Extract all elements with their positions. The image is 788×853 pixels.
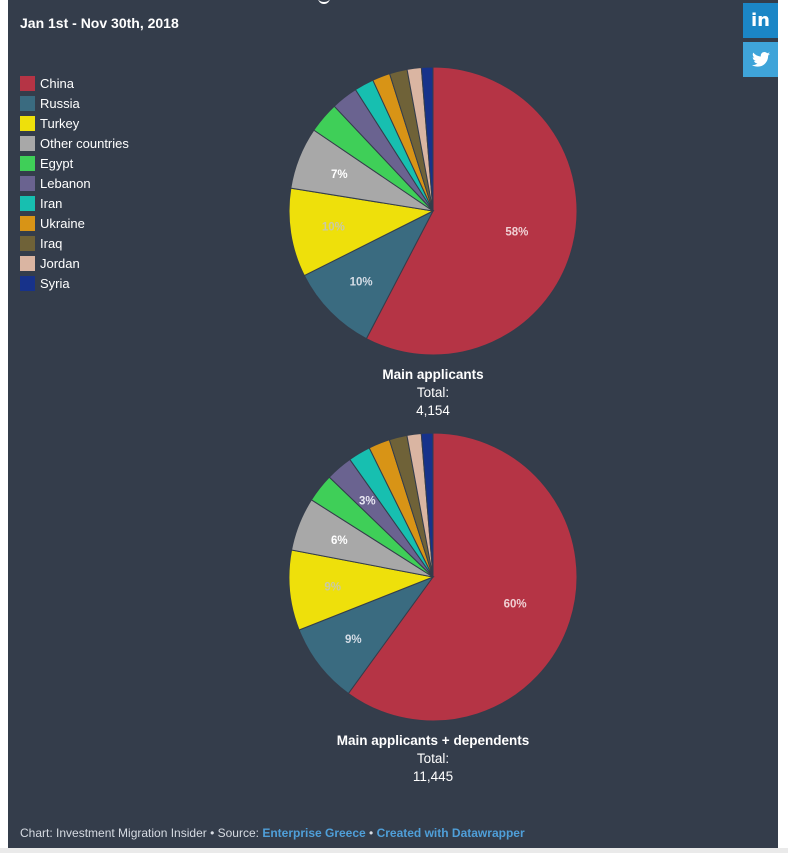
legend-label: Syria [40,275,70,291]
legend-item-syria: Syria [20,273,129,293]
pie-charts: 58% 10% 10% 7% 60% 9% 9% 6% 3% [288,66,578,722]
legend-item-jordan: Jordan [20,253,129,273]
legend-label: Ukraine [40,215,85,231]
linkedin-top-strip [743,0,778,3]
twitter-icon [751,52,770,67]
legend-swatch [20,235,35,251]
legend-item-ukraine: Ukraine [20,213,129,233]
legend-item-egypt: Egypt [20,153,129,173]
legend-item-iraq: Iraq [20,233,129,253]
slice-label-turkey: 10% [322,221,345,233]
slice-label-other-countries: 7% [331,169,348,181]
legend-label: Iran [40,195,63,211]
chart-panel: Jan 1st - Nov 30th, 2018 China Russia Turk… [8,0,778,848]
legend-label: Russia [40,95,80,111]
datawrapper-link[interactable]: Created with Datawrapper [376,826,525,840]
legend-swatch [20,115,35,131]
pie-chart-1: 58% 10% 10% 7% [288,66,578,356]
legend-label: Egypt [40,155,74,171]
legend-swatch [20,255,35,271]
slice-label-china: 58% [505,227,528,239]
legend-swatch [20,175,35,191]
chart-2-title: Main applicants + dependents [336,733,530,748]
slice-turkey[interactable] [288,549,435,631]
legend-label: Other countries [40,135,129,151]
legend-swatch [20,95,35,111]
slice-turkey[interactable] [288,187,435,277]
legend-label: Turkey [40,115,80,131]
slice-china[interactable] [365,66,578,356]
legend-label: Jordan [40,255,80,271]
slice-syria[interactable] [420,66,434,212]
legend-swatch [20,195,35,211]
pie-chart-2: 60% 9% 9% 6% 3% [288,432,578,722]
footer-prefix: Chart: Investment Migration Insider • So… [20,826,263,840]
slice-label-russia: 9% [345,634,362,646]
footer: Chart: Investment Migration Insider • So… [20,826,525,840]
slice-russia[interactable] [298,575,435,695]
slice-label-lebanon: 3% [359,496,376,508]
chart-2-caption: Main applicants + dependents Total: 11,4… [337,732,529,786]
legend-swatch [20,75,35,91]
chart-2-total-label: Total: [416,751,450,766]
slice-label-other-countries: 6% [331,535,348,547]
linkedin-share-button[interactable]: in [743,0,778,38]
slice-label-turkey: 9% [324,581,341,593]
legend-label: China [40,75,74,91]
chart-1-total-value: 4,154 [416,403,450,418]
legend-swatch [20,215,35,231]
chart-1-caption: Main applicants Total: 4,154 [382,366,483,420]
twitter-share-button[interactable] [743,42,778,77]
slice-russia[interactable] [303,209,435,340]
slice-label-russia: 10% [350,277,373,289]
legend-swatch [20,135,35,151]
title-fragment [318,0,330,4]
legend-item-china: China [20,73,129,93]
chart-2-total-value: 11,445 [412,769,454,784]
legend-label: Lebanon [40,175,91,191]
footer-separator: • [365,826,377,840]
legend-item-lebanon: Lebanon [20,173,129,193]
legend-item-iran: Iran [20,193,129,213]
linkedin-icon: in [751,10,770,31]
legend-item-russia: Russia [20,93,129,113]
legend-item-turkey: Turkey [20,113,129,133]
bottom-border [0,848,788,853]
legend-item-other-countries: Other countries [20,133,129,153]
source-link[interactable]: Enterprise Greece [262,826,366,840]
slice-china[interactable] [347,432,578,722]
legend-label: Iraq [40,235,63,251]
date-range: Jan 1st - Nov 30th, 2018 [20,15,179,31]
slice-syria[interactable] [420,432,434,578]
legend-swatch [20,155,35,171]
legend: China Russia Turkey Other countries Egypt Leb… [20,73,129,293]
slice-label-china: 60% [504,599,527,611]
chart-1-title: Main applicants [382,367,484,382]
chart-1-total-label: Total: [416,385,450,400]
legend-swatch [20,275,35,291]
